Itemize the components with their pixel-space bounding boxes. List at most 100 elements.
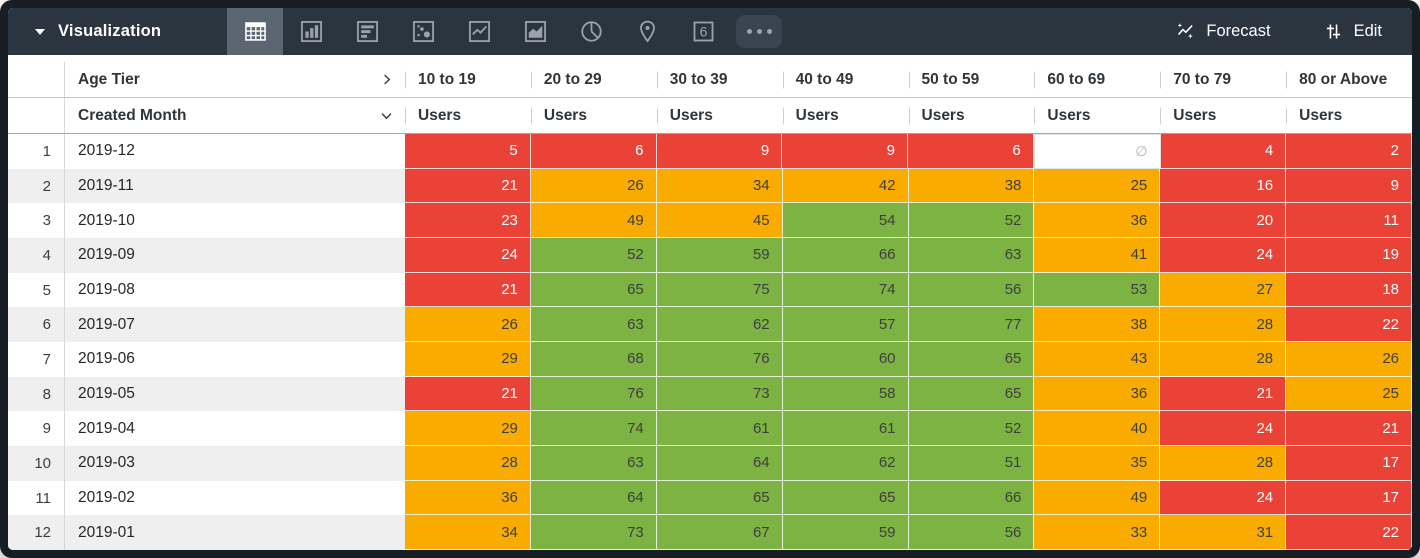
heat-cell[interactable]: 62 (656, 307, 783, 343)
heat-cell[interactable]: 65 (908, 376, 1035, 412)
heat-cell[interactable]: 74 (782, 272, 909, 308)
heat-cell[interactable]: 34 (656, 168, 783, 204)
heat-cell[interactable]: 17 (1286, 480, 1412, 516)
column-header[interactable]: 80 or Above (1286, 62, 1412, 97)
month-cell[interactable]: 2019-07 (78, 315, 135, 333)
forecast-button[interactable]: Forecast (1175, 21, 1271, 42)
heat-cell[interactable]: 59 (782, 515, 909, 550)
heat-cell[interactable]: 57 (782, 307, 909, 343)
column-header[interactable]: 10 to 19 (405, 62, 531, 97)
column-header[interactable]: 60 to 69 (1034, 62, 1160, 97)
heat-cell[interactable]: 24 (1160, 480, 1287, 516)
heat-cell[interactable]: 63 (530, 446, 657, 481)
heat-cell[interactable]: 73 (530, 515, 657, 550)
column-header[interactable]: 40 to 49 (783, 62, 909, 97)
heat-cell[interactable]: 28 (1160, 446, 1287, 481)
month-cell[interactable]: 2019-06 (78, 350, 135, 368)
heat-cell[interactable]: 34 (405, 515, 531, 550)
heat-cell[interactable]: 21 (405, 168, 531, 204)
age-tier-header[interactable]: Age Tier (65, 62, 405, 97)
heat-cell[interactable]: 63 (908, 238, 1035, 273)
heat-cell[interactable]: 21 (405, 376, 531, 412)
heat-cell[interactable]: 38 (1034, 307, 1161, 343)
heat-cell[interactable]: 75 (656, 272, 783, 308)
heat-cell[interactable]: 6 (530, 134, 657, 169)
edit-button[interactable]: Edit (1323, 21, 1382, 42)
heat-cell[interactable]: 40 (1034, 411, 1161, 447)
heat-cell[interactable]: 20 (1160, 203, 1287, 239)
viz-tab-column[interactable] (283, 8, 339, 55)
viz-tab-line[interactable] (451, 8, 507, 55)
heat-cell[interactable]: 74 (530, 411, 657, 447)
heat-cell[interactable]: 18 (1286, 272, 1412, 308)
heat-cell[interactable]: 49 (1034, 480, 1161, 516)
heat-cell[interactable]: 26 (1286, 342, 1412, 377)
heat-cell[interactable]: 4 (1160, 134, 1287, 169)
heat-cell[interactable]: 26 (405, 307, 531, 343)
heat-cell[interactable]: 25 (1034, 168, 1161, 204)
viz-tab-scatter[interactable] (395, 8, 451, 55)
heat-cell[interactable]: 67 (656, 515, 783, 550)
month-cell[interactable]: 2019-05 (78, 385, 135, 403)
created-month-header[interactable]: Created Month (65, 98, 405, 133)
chevron-down-icon[interactable] (379, 108, 394, 123)
heat-cell[interactable]: 27 (1160, 272, 1287, 308)
heat-cell[interactable]: 24 (1160, 238, 1287, 273)
heat-cell[interactable]: 21 (1160, 376, 1287, 412)
month-cell[interactable]: 2019-02 (78, 489, 135, 507)
month-cell[interactable]: 2019-03 (78, 454, 135, 472)
viz-tab-bar[interactable] (339, 8, 395, 55)
month-cell[interactable]: 2019-01 (78, 523, 135, 541)
month-cell[interactable]: 2019-11 (78, 177, 134, 194)
heat-cell[interactable]: 33 (1034, 515, 1161, 550)
month-cell[interactable]: 2019-09 (78, 246, 135, 264)
heat-cell[interactable]: 28 (405, 446, 531, 481)
viz-tab-pie[interactable] (563, 8, 619, 55)
heat-cell[interactable]: 9 (656, 134, 783, 169)
heat-cell[interactable]: 65 (782, 480, 909, 516)
viz-tab-area[interactable] (507, 8, 563, 55)
heat-cell[interactable]: 51 (908, 446, 1035, 481)
heat-cell[interactable]: 60 (782, 342, 909, 377)
heat-cell[interactable]: 22 (1286, 515, 1412, 550)
month-cell[interactable]: 2019-10 (78, 211, 135, 229)
column-header[interactable]: 70 to 79 (1160, 62, 1286, 97)
heat-cell[interactable]: 9 (1286, 168, 1412, 204)
heat-cell[interactable]: 19 (1286, 238, 1412, 273)
heat-cell[interactable]: 53 (1034, 272, 1161, 308)
heat-cell[interactable]: 6 (908, 134, 1034, 169)
users-header[interactable]: Users (1160, 98, 1286, 133)
heat-cell[interactable]: 35 (1034, 446, 1161, 481)
viz-tab-table[interactable] (227, 8, 283, 55)
heat-cell[interactable]: 49 (530, 203, 657, 239)
heat-cell[interactable]: 23 (405, 203, 531, 239)
heat-cell[interactable]: 29 (405, 411, 531, 447)
viz-tab-more[interactable] (731, 8, 787, 55)
heat-cell[interactable]: 56 (908, 272, 1035, 308)
heat-cell[interactable]: 36 (1034, 203, 1161, 239)
users-header[interactable]: Users (783, 98, 909, 133)
heat-cell[interactable]: 43 (1034, 342, 1161, 377)
heat-cell[interactable]: 16 (1160, 168, 1287, 204)
heat-cell[interactable]: 42 (782, 168, 909, 204)
heat-cell[interactable]: 64 (530, 480, 657, 516)
heat-cell[interactable]: 62 (782, 446, 909, 481)
users-header[interactable]: Users (1286, 98, 1412, 133)
heat-cell[interactable]: 65 (530, 272, 657, 308)
heat-cell[interactable]: 28 (1160, 342, 1287, 377)
viz-tab-single-value[interactable]: 6 (675, 8, 731, 55)
heat-cell[interactable]: 61 (656, 411, 783, 447)
heat-cell[interactable]: 9 (782, 134, 908, 169)
heat-cell[interactable]: 29 (405, 342, 531, 377)
heat-cell[interactable]: 52 (908, 411, 1035, 447)
users-header[interactable]: Users (657, 98, 783, 133)
heat-cell[interactable]: 76 (656, 342, 783, 377)
heat-cell[interactable]: 65 (908, 342, 1035, 377)
heat-cell[interactable]: 58 (782, 376, 909, 412)
heat-cell[interactable]: 64 (656, 446, 783, 481)
heat-cell[interactable]: 66 (908, 480, 1035, 516)
heat-cell[interactable]: 21 (405, 272, 531, 308)
heat-cell[interactable]: 59 (656, 238, 783, 273)
users-header[interactable]: Users (909, 98, 1035, 133)
heat-cell[interactable]: 38 (908, 168, 1035, 204)
